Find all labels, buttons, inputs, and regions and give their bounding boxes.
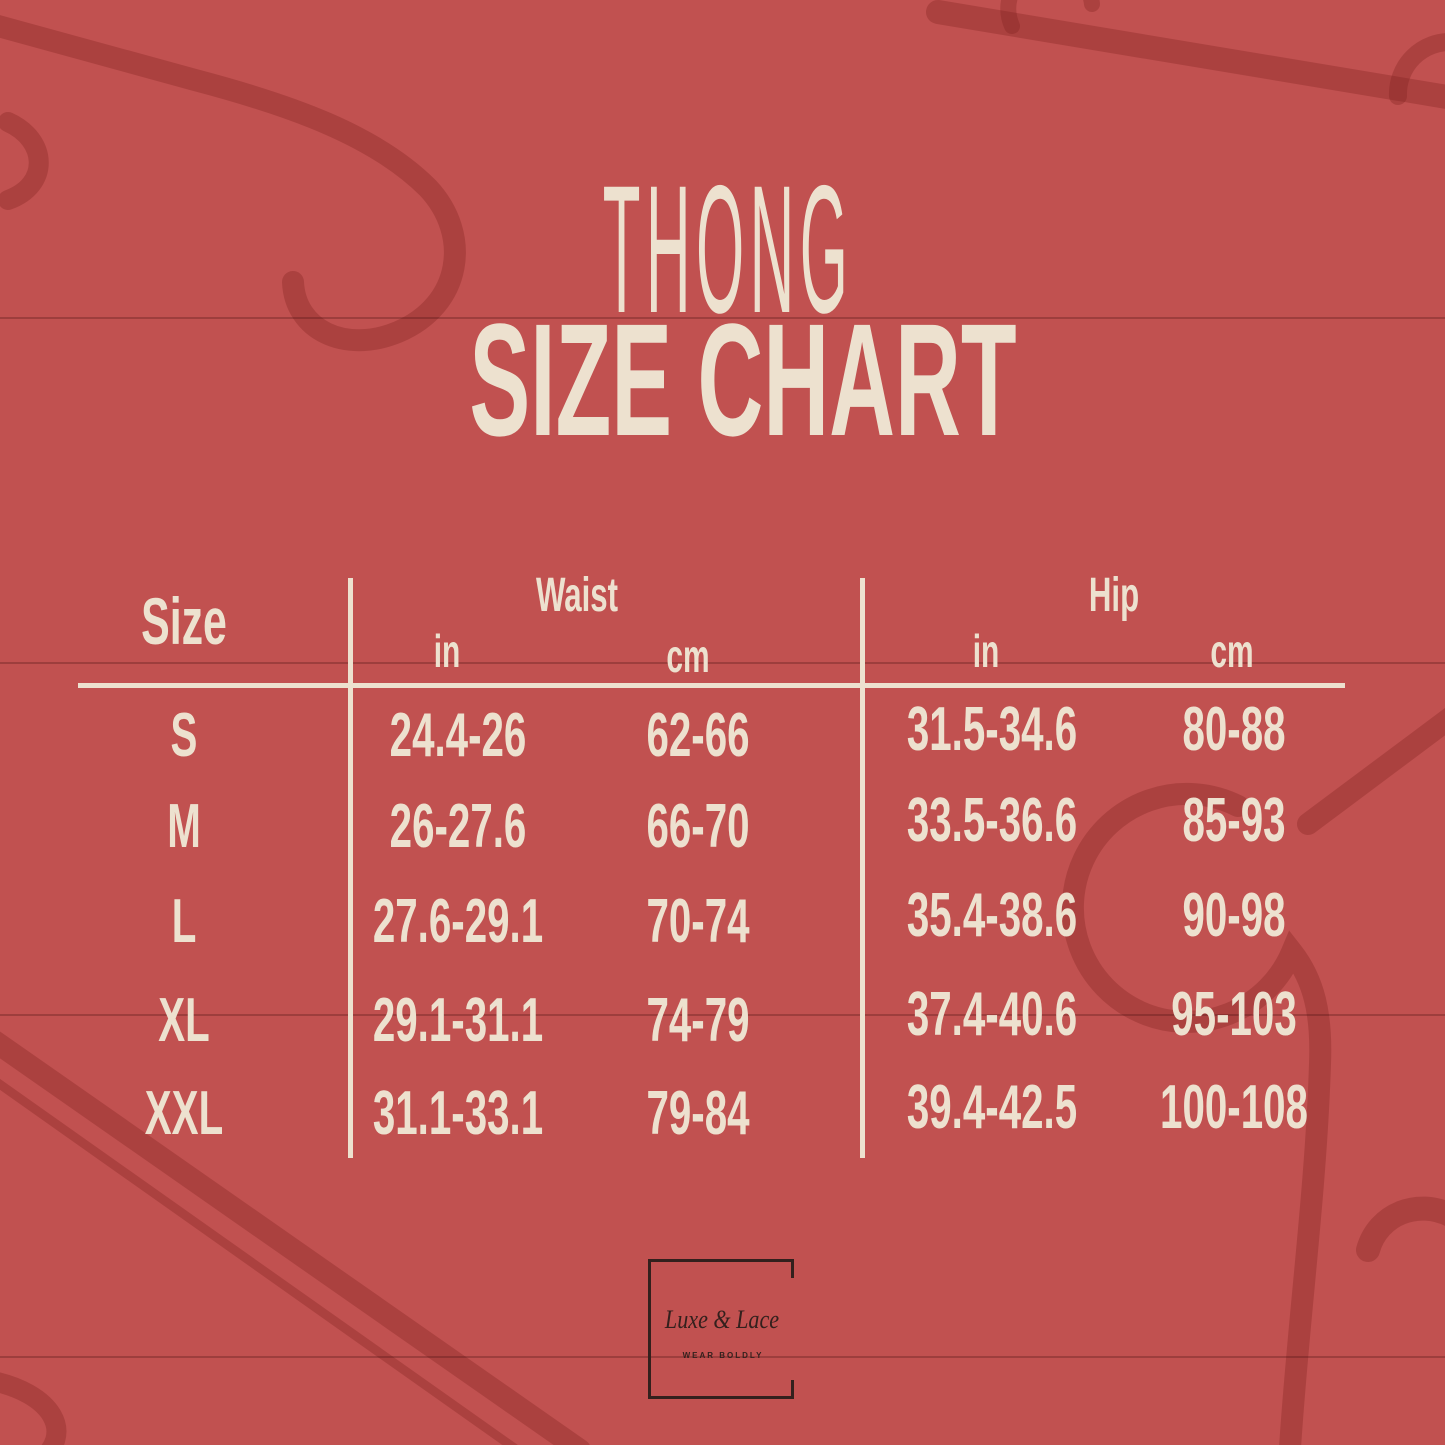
row-xl-hip-in: 37.4-40.6 — [906, 980, 1078, 1049]
row-m-hip-in: 33.5-36.6 — [906, 786, 1078, 855]
column-divider-hip — [860, 578, 865, 1158]
row-l-size: L — [171, 887, 197, 956]
row-s-hip-cm: 80-88 — [1182, 695, 1286, 764]
row-xxl-waist-cm: 79-84 — [646, 1079, 750, 1148]
title-size-chart: SIZE CHART — [469, 290, 1017, 469]
logo-brand-name: Luxe & Lace — [664, 1305, 780, 1334]
hanger-hook-bottom-right — [1356, 1196, 1445, 1262]
row-s-hip-in: 31.5-34.6 — [906, 695, 1078, 764]
logo-frame — [648, 1259, 794, 1399]
logo-tagline: WEAR BOLDLY — [682, 1351, 764, 1360]
row-m-size: M — [167, 792, 201, 861]
header-waist-in: in — [433, 625, 461, 677]
column-divider-waist — [348, 578, 353, 1158]
row-xl-waist-cm: 74-79 — [646, 986, 750, 1055]
header-waist-cm: cm — [666, 630, 710, 682]
row-l-waist-cm: 70-74 — [646, 887, 750, 956]
row-xl-size: XL — [158, 986, 210, 1055]
row-l-hip-cm: 90-98 — [1182, 881, 1286, 950]
hanger-arc-bottom-left-corner — [0, 1372, 67, 1445]
row-xxl-hip-cm: 100-108 — [1160, 1073, 1308, 1142]
row-xl-waist-in: 29.1-31.1 — [372, 986, 544, 1055]
header-hip: Hip — [1088, 569, 1140, 622]
row-xxl-waist-in: 31.1-33.1 — [372, 1079, 544, 1148]
header-waist: Waist — [535, 569, 619, 622]
row-m-waist-in: 26-27.6 — [389, 792, 527, 861]
row-m-hip-cm: 85-93 — [1182, 786, 1286, 855]
header-hip-cm: cm — [1210, 625, 1254, 677]
header-size: Size — [141, 584, 227, 658]
hanger-arc-top-right-corner — [1388, 33, 1445, 105]
hanger-bar-top-right — [926, 0, 1445, 109]
row-xxl-hip-in: 39.4-42.5 — [906, 1073, 1078, 1142]
header-hip-in: in — [972, 625, 1000, 677]
logo-frame-stub-top — [791, 1262, 794, 1278]
hanger-bar-bottom-left-thin — [0, 1078, 518, 1445]
hanger-hook-right — [1061, 782, 1332, 1445]
row-xxl-size: XXL — [144, 1079, 224, 1148]
hanger-arc-left-edge — [0, 112, 49, 210]
hanger-hook-top-left — [0, 15, 466, 352]
logo-frame-stub-bottom — [791, 1380, 794, 1396]
row-xl-hip-cm: 95-103 — [1171, 980, 1297, 1049]
row-s-size: S — [170, 701, 198, 770]
title-product: THONG — [602, 147, 854, 351]
row-m-waist-cm: 66-70 — [646, 792, 750, 861]
header-rule — [78, 683, 1345, 688]
hanger-bar-bottom-left — [0, 1031, 590, 1445]
hanger-ring-top — [1000, 0, 1100, 34]
row-s-waist-in: 24.4-26 — [389, 701, 527, 770]
row-s-waist-cm: 62-66 — [646, 701, 750, 770]
hanger-bar-right-edge — [1297, 707, 1445, 835]
row-l-hip-in: 35.4-38.6 — [906, 881, 1078, 950]
row-l-waist-in: 27.6-29.1 — [372, 887, 544, 956]
